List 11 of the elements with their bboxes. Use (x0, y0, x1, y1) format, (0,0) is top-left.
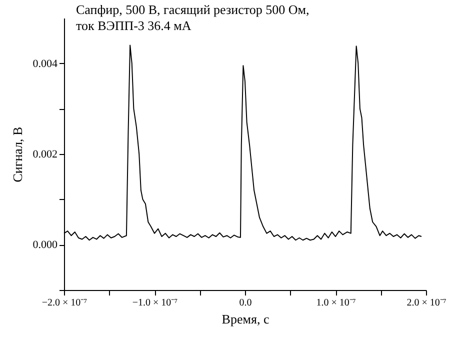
y-tick-label: 0.002 (32, 148, 58, 160)
x-tick-label: −1.0 × 10⁻⁷ (132, 298, 178, 308)
y-axis-title: Сигнал, В (10, 126, 25, 182)
x-tick-label: 0.0 (239, 298, 252, 308)
x-tick-label: 1.0 × 10⁻⁷ (316, 298, 356, 308)
x-axis-title: Время, с (222, 312, 270, 326)
y-tick-label: 0.000 (32, 239, 58, 252)
annotation: Сапфир, 500 В, гасящий резистор 500 Ом, ток ВЭПП-3 36.4 мА (76, 2, 310, 33)
x-tick-label: 2.0 × 10⁻⁷ (406, 298, 447, 308)
y-tick-label: 0.004 (32, 58, 58, 70)
x-tick-label: −2.0 × 10⁻⁷ (42, 298, 88, 308)
